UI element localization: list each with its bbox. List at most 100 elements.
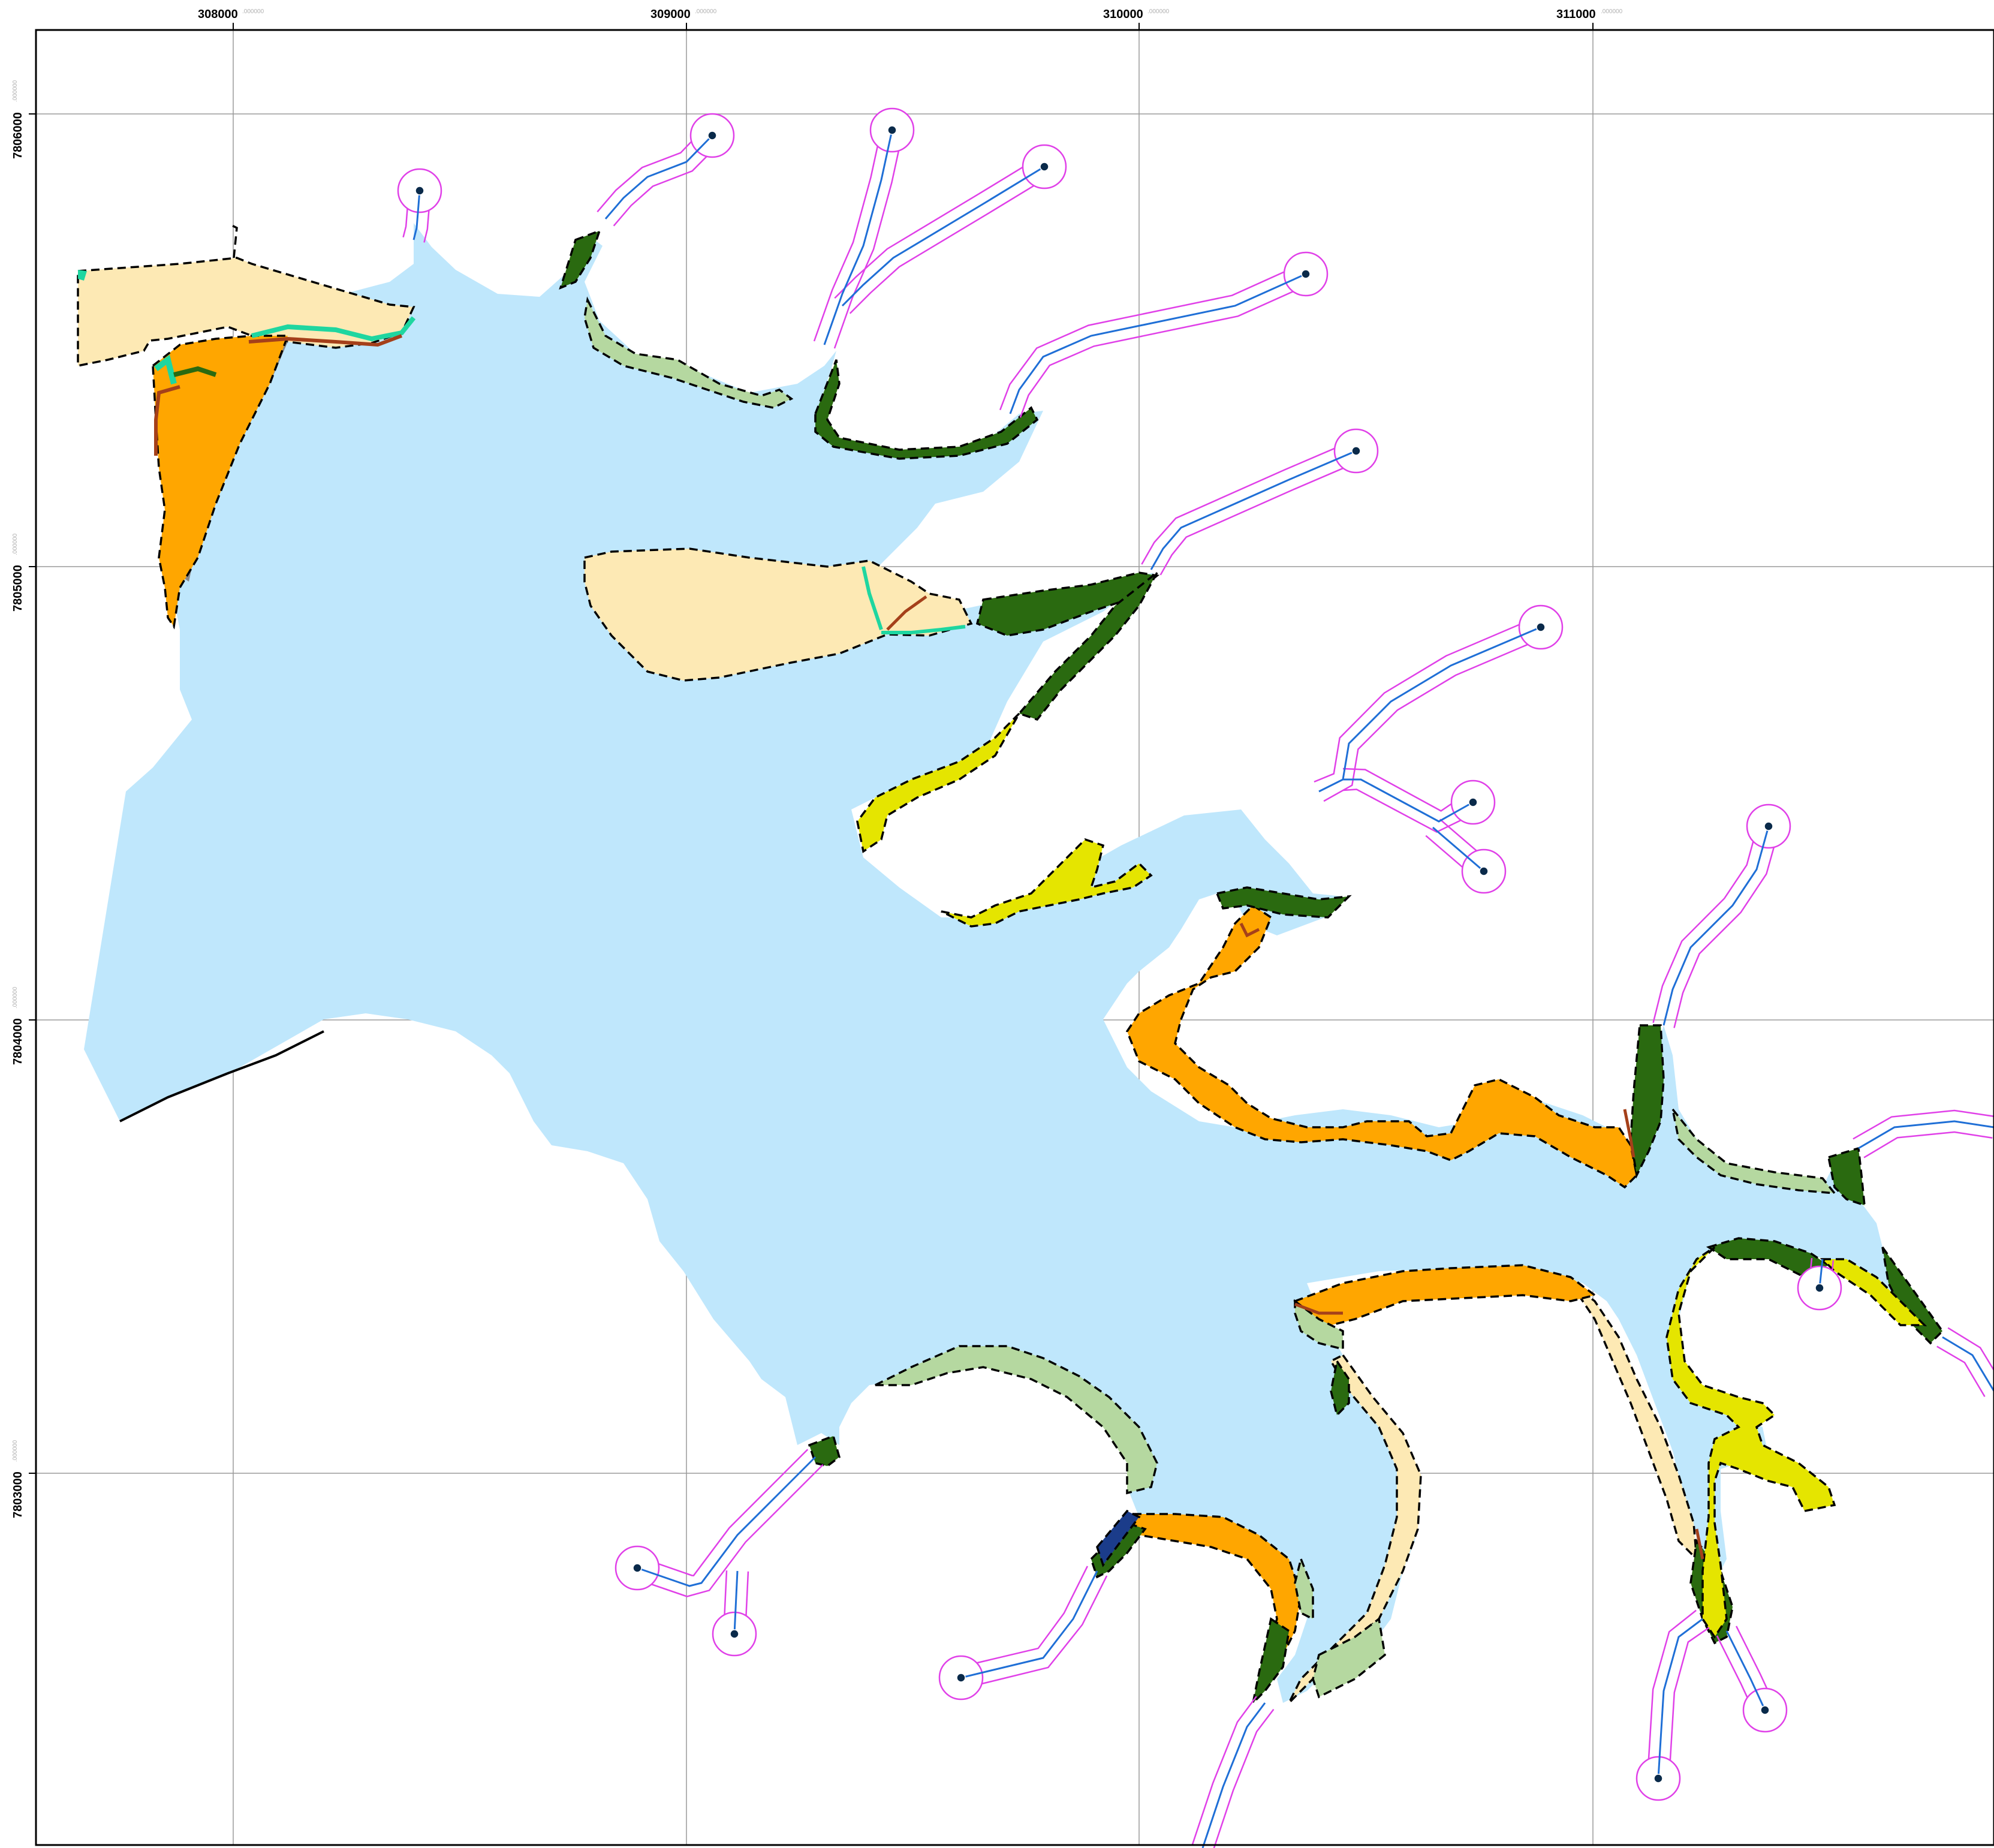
y-tick-label: 7806000 xyxy=(11,112,25,159)
orange-zone-east xyxy=(1126,904,1638,1189)
stream-buffer-outline xyxy=(999,263,1302,411)
stream-endpoint-marker xyxy=(415,186,424,195)
brown-line-south-pen xyxy=(1294,1302,1343,1315)
x-tick-label: 308000 xyxy=(198,8,238,21)
orange-zone-nw xyxy=(152,335,290,630)
teal-line-nw xyxy=(251,316,416,342)
stream-line xyxy=(1818,1259,1824,1289)
stream-endpoints xyxy=(415,125,1824,1783)
stream-line xyxy=(412,190,421,240)
stream-endpoint-marker xyxy=(1653,1774,1663,1783)
stream-endpoint-marker xyxy=(1468,797,1478,807)
y-tick-label: 7805000 xyxy=(11,565,25,612)
stream-endpoint-marker xyxy=(1040,162,1049,171)
stream-endpoint-marker xyxy=(1351,446,1361,456)
stream-line xyxy=(1662,826,1770,1026)
sand-zone-south-arm xyxy=(1288,1353,1422,1704)
teal-line-nw-2 xyxy=(154,354,177,385)
stream-buffer-outline xyxy=(633,1464,824,1597)
stream-buffer-outline xyxy=(1947,1327,1994,1372)
stream-endpoint-marker xyxy=(1815,1283,1824,1293)
stream-buffer-outline xyxy=(958,1566,1089,1668)
stream-lines xyxy=(412,130,1994,1848)
stream-line xyxy=(841,165,1045,307)
yellow-zone-east-arm xyxy=(1665,1246,1836,1639)
stream-line xyxy=(960,1570,1098,1679)
teal-line-central-2 xyxy=(881,625,966,634)
stream-buffer-outline xyxy=(1213,1709,1275,1848)
x-tick-suffix: .000000 xyxy=(242,8,264,15)
light-green-zone-mid xyxy=(1294,1299,1344,1351)
dark-green-zone-n4 xyxy=(1017,571,1158,721)
stream-line xyxy=(733,1570,739,1635)
dark-green-zone-sw-left xyxy=(1089,1521,1147,1579)
stream-line xyxy=(637,1456,817,1587)
stream-buffer-outline xyxy=(1019,283,1311,418)
yellow-zone-mid xyxy=(856,712,1020,853)
teal-tip-nw xyxy=(78,270,87,281)
dark-green-zone-e1 xyxy=(1215,886,1352,919)
stream-line xyxy=(1432,826,1484,872)
stream-endpoint-marker xyxy=(1536,622,1546,632)
light-green-zone-east-channel xyxy=(1671,1108,1837,1195)
stream-buffer-outline xyxy=(1342,788,1479,833)
stream-buffer-outline xyxy=(1668,1627,1710,1780)
stream-buffer-outline xyxy=(1936,1346,1986,1397)
brown-line-east-2 xyxy=(1623,1109,1635,1158)
stream-buffer-outline xyxy=(849,175,1050,314)
x-tick-suffix: .000000 xyxy=(1601,8,1623,15)
stream-line xyxy=(1343,778,1474,823)
coast-line-southwest xyxy=(119,1030,324,1122)
stream-endpoint-marker xyxy=(632,1563,642,1573)
y-tick-suffix: .000000 xyxy=(12,533,19,555)
stream-buffer-outline xyxy=(813,127,882,342)
stream-buffer-outline xyxy=(833,132,903,349)
stream-buffer-outline xyxy=(640,1449,809,1576)
dark-green-zone-e5 xyxy=(1881,1246,1944,1345)
dark-green-line-nw xyxy=(173,366,217,377)
stream-line xyxy=(604,134,713,219)
stream-buffer-outline xyxy=(834,156,1040,299)
brown-line-south-chan xyxy=(1695,1528,1704,1560)
stream-buffer-outline xyxy=(1646,1609,1697,1778)
stream-line xyxy=(1201,1702,1266,1848)
light-green-zone-tail xyxy=(1312,1617,1386,1699)
x-tick-label: 310000 xyxy=(1103,8,1143,21)
stream-buffer-outline xyxy=(1673,829,1780,1028)
stream-endpoint-marker xyxy=(730,1629,739,1639)
stream-endpoint-marker xyxy=(887,125,897,135)
y-tick-label: 7804000 xyxy=(11,1018,25,1065)
dark-green-zone-n2 xyxy=(814,359,1039,460)
dark-blue-zone xyxy=(1096,1509,1141,1567)
dark-green-zone-e2 xyxy=(1629,1024,1665,1179)
stream-line xyxy=(1942,1336,1994,1392)
dark-green-zone-south-bay xyxy=(808,1434,841,1467)
stream-buffer-outline xyxy=(1323,636,1546,802)
coast-line-north-spit xyxy=(230,224,238,258)
stream-line xyxy=(1009,273,1306,414)
stream-buffer-outline xyxy=(1141,440,1353,565)
yellow-zone-south-inlet xyxy=(941,838,1153,928)
x-tick-suffix: .000000 xyxy=(1147,8,1170,15)
stream-line xyxy=(1150,450,1357,570)
stream-buffer-outline xyxy=(1159,460,1361,576)
stream-line xyxy=(1725,1630,1766,1711)
x-tick-labels: 308000 .000000 309000 .000000 310000 .00… xyxy=(198,8,1623,21)
stream-buffer-outline xyxy=(1652,823,1759,1023)
water-body xyxy=(84,223,1942,1703)
teal-line-central xyxy=(862,566,883,630)
stream-line xyxy=(1858,1120,1994,1149)
orange-zone-south-arm xyxy=(1125,1513,1302,1694)
stream-line xyxy=(823,130,893,345)
stream-buffer-outline xyxy=(613,142,721,227)
light-green-zone-south xyxy=(875,1345,1158,1495)
stream-buffer-outline xyxy=(597,127,706,213)
x-tick-label: 311000 xyxy=(1556,8,1596,21)
stream-line xyxy=(1318,626,1541,793)
stream-buffer-outline xyxy=(1191,1696,1257,1845)
brown-line-nw xyxy=(248,334,403,347)
orange-zone-south-peninsula xyxy=(1293,1264,1597,1326)
stream-endpoint-marker xyxy=(956,1673,966,1683)
light-green-zone-north xyxy=(583,296,794,409)
